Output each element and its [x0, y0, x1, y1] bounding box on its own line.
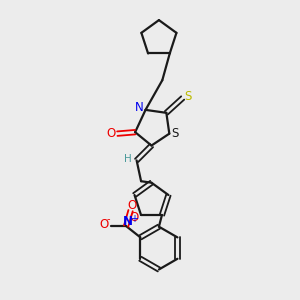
Text: O: O [107, 127, 116, 140]
Text: O: O [130, 211, 139, 224]
Text: O: O [127, 199, 136, 212]
Text: O: O [100, 218, 109, 231]
Text: +: + [130, 214, 138, 224]
Text: S: S [184, 90, 192, 103]
Text: N: N [123, 215, 133, 228]
Text: H: H [124, 154, 132, 164]
Text: S: S [172, 127, 179, 140]
Text: -: - [106, 214, 110, 224]
Text: N: N [135, 101, 143, 114]
